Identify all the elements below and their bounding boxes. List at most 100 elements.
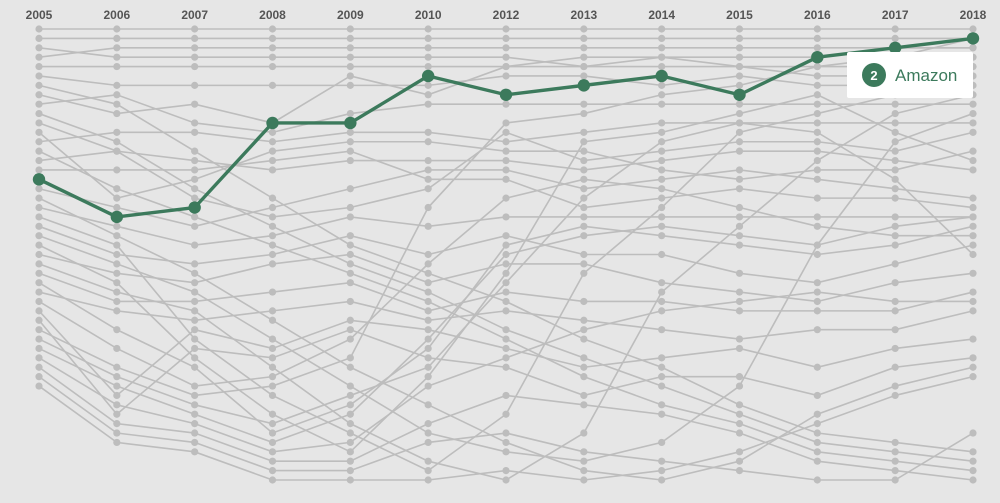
highlight-point[interactable] xyxy=(966,32,980,45)
highlight-point[interactable] xyxy=(32,173,46,186)
series-point xyxy=(735,109,744,118)
series-point xyxy=(424,91,432,99)
series-point xyxy=(113,344,121,353)
series-callout[interactable]: 2 Amazon xyxy=(847,52,973,98)
series-point xyxy=(268,457,277,465)
series-point xyxy=(813,363,821,371)
series-point xyxy=(735,53,744,61)
series-point xyxy=(891,307,899,315)
series-point xyxy=(113,438,121,447)
series-point xyxy=(35,138,43,146)
series-point xyxy=(191,81,199,89)
series-line-18[interactable] xyxy=(38,310,974,397)
highlight-point[interactable] xyxy=(188,201,201,214)
series-point xyxy=(502,288,510,296)
series-point xyxy=(424,382,432,390)
highlight-point[interactable] xyxy=(577,79,591,92)
series-line-35[interactable] xyxy=(38,291,973,453)
highlight-point[interactable] xyxy=(266,116,279,130)
series-point xyxy=(113,25,121,33)
series-point xyxy=(191,194,199,202)
series-point xyxy=(891,166,899,174)
series-point xyxy=(35,363,43,371)
series-point xyxy=(580,232,588,240)
series-point xyxy=(346,25,354,33)
series-point xyxy=(35,354,43,362)
series-point xyxy=(113,138,121,146)
highlight-series[interactable] xyxy=(32,32,980,224)
series-point xyxy=(424,297,432,306)
series-point xyxy=(735,44,744,52)
series-point xyxy=(969,203,977,212)
highlight-point[interactable] xyxy=(655,69,668,83)
highlight-point[interactable] xyxy=(110,210,124,224)
series-point xyxy=(191,34,199,42)
series-point xyxy=(191,128,199,136)
series-point xyxy=(191,241,199,249)
series-point xyxy=(191,401,199,409)
series-point xyxy=(969,222,977,230)
series-point xyxy=(580,316,588,324)
series-point xyxy=(969,109,977,118)
series-point xyxy=(735,81,744,89)
series-point xyxy=(813,81,821,89)
series-point xyxy=(424,156,432,165)
highlight-point[interactable] xyxy=(811,50,824,64)
series-point xyxy=(969,194,977,202)
series-point xyxy=(813,457,821,465)
series-point xyxy=(658,476,666,484)
series-point xyxy=(268,147,277,155)
series-point xyxy=(658,279,666,287)
series-point xyxy=(268,288,277,296)
series-point xyxy=(658,128,666,136)
series-point xyxy=(735,62,744,71)
series-line-13[interactable] xyxy=(38,206,973,246)
series-point xyxy=(35,279,43,287)
series-point xyxy=(502,119,510,127)
series-point xyxy=(191,166,199,174)
year-label-2012: 2012 xyxy=(493,8,520,22)
highlight-point[interactable] xyxy=(499,88,513,101)
series-point xyxy=(346,410,354,418)
series-point xyxy=(969,354,977,362)
series-point xyxy=(891,241,899,249)
series-point xyxy=(113,279,121,287)
series-point xyxy=(502,297,510,306)
series-point xyxy=(580,213,588,221)
series-point xyxy=(891,297,899,306)
series-point xyxy=(191,307,199,315)
highlight-point[interactable] xyxy=(344,116,357,130)
series-point xyxy=(735,297,744,306)
series-point xyxy=(735,34,744,42)
series-point xyxy=(658,100,666,108)
series-point xyxy=(113,260,121,268)
series-point xyxy=(813,241,821,249)
series-point xyxy=(424,288,432,296)
series-point xyxy=(35,260,43,268)
series-point xyxy=(891,194,899,202)
series-point xyxy=(658,34,666,42)
series-point xyxy=(35,128,43,136)
series-point xyxy=(735,288,744,296)
series-point xyxy=(813,25,821,33)
series-point xyxy=(113,185,121,193)
series-line-36[interactable] xyxy=(38,366,974,481)
series-point xyxy=(813,138,821,146)
series-point xyxy=(969,25,977,33)
series-point xyxy=(113,250,121,259)
series-point xyxy=(735,185,744,193)
highlight-point[interactable] xyxy=(733,88,746,101)
series-point xyxy=(580,429,588,437)
series-point xyxy=(658,382,666,390)
series-point xyxy=(191,288,199,296)
series-point xyxy=(502,156,510,165)
series-point xyxy=(35,100,43,108)
series-point xyxy=(735,213,744,221)
series-point xyxy=(891,109,899,118)
series-point xyxy=(658,354,666,362)
highlight-point[interactable] xyxy=(421,69,435,83)
series-point xyxy=(268,438,277,447)
series-point xyxy=(502,363,510,371)
highlight-point[interactable] xyxy=(888,41,902,54)
series-point xyxy=(268,344,277,353)
